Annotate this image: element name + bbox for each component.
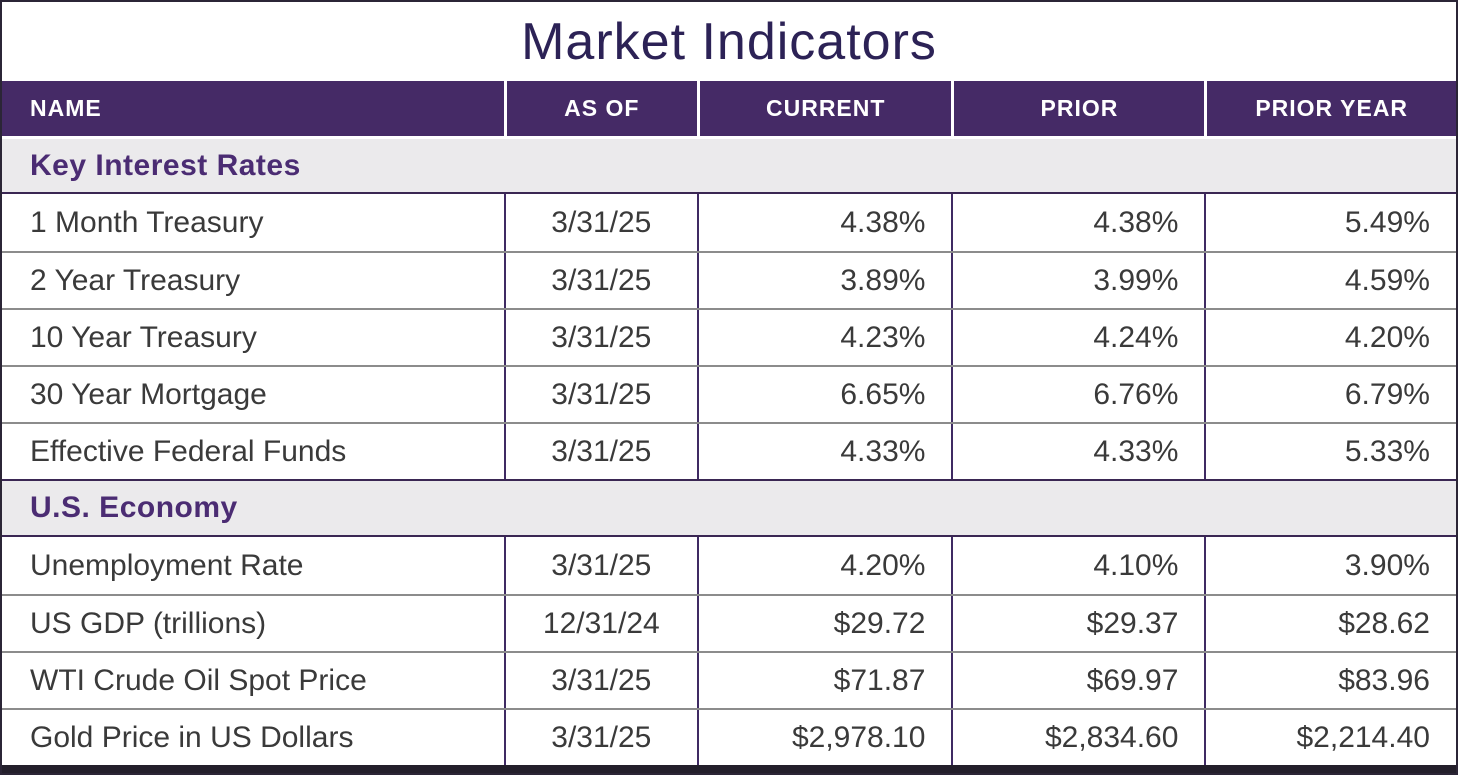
section-label: U.S. Economy xyxy=(30,491,238,524)
cell-prior: $2,834.60 xyxy=(951,710,1204,765)
cell-name: Gold Price in US Dollars xyxy=(30,720,354,754)
cell-prior: 4.33% xyxy=(951,424,1204,479)
table-row: US GDP (trillions) 12/31/24 $29.72 $29.3… xyxy=(2,594,1456,651)
cell-name: 30 Year Mortgage xyxy=(30,377,267,411)
cell-current: 4.23% xyxy=(697,310,951,365)
column-header-name: NAME xyxy=(30,95,102,121)
cell-prior-year: 3.90% xyxy=(1204,537,1456,594)
cell-as-of: 3/31/25 xyxy=(503,710,697,765)
cell-name: 1 Month Treasury xyxy=(30,205,264,239)
table-row: WTI Crude Oil Spot Price 3/31/25 $71.87 … xyxy=(2,651,1456,708)
cell-current: 4.38% xyxy=(697,194,951,251)
cell-prior: 3.99% xyxy=(951,253,1204,308)
table-row: Unemployment Rate 3/31/25 4.20% 4.10% 3.… xyxy=(2,537,1456,594)
title-band: Market Indicators xyxy=(2,2,1456,81)
cell-prior-year: $28.62 xyxy=(1204,596,1456,651)
page-title: Market Indicators xyxy=(521,12,937,71)
table-row: Effective Federal Funds 3/31/25 4.33% 4.… xyxy=(2,422,1456,479)
table-row: 30 Year Mortgage 3/31/25 6.65% 6.76% 6.7… xyxy=(2,365,1456,422)
cell-name: 10 Year Treasury xyxy=(30,320,257,354)
cell-prior-year: 5.33% xyxy=(1204,424,1456,479)
cell-prior-year: $83.96 xyxy=(1204,653,1456,708)
cell-current: $2,978.10 xyxy=(697,710,951,765)
cell-prior: $69.97 xyxy=(951,653,1204,708)
cell-prior-year: 6.79% xyxy=(1204,367,1456,422)
cell-name: 2 Year Treasury xyxy=(30,263,241,297)
cell-prior: 4.38% xyxy=(951,194,1204,251)
cell-prior-year: 4.59% xyxy=(1204,253,1456,308)
cell-prior-year: $2,214.40 xyxy=(1204,710,1456,765)
cell-current: $29.72 xyxy=(697,596,951,651)
cell-prior: 4.10% xyxy=(951,537,1204,594)
cell-as-of: 3/31/25 xyxy=(503,367,697,422)
cell-current: 4.33% xyxy=(697,424,951,479)
bottom-accent-bar xyxy=(2,765,1456,773)
cell-as-of: 3/31/25 xyxy=(503,194,697,251)
table-row: Gold Price in US Dollars 3/31/25 $2,978.… xyxy=(2,708,1456,765)
cell-prior-year: 4.20% xyxy=(1204,310,1456,365)
table-row: 10 Year Treasury 3/31/25 4.23% 4.24% 4.2… xyxy=(2,308,1456,365)
cell-as-of: 3/31/25 xyxy=(503,537,697,594)
column-header-prior: PRIOR xyxy=(951,81,1204,136)
section-header-key-interest-rates: Key Interest Rates xyxy=(2,136,1456,194)
table-row: 1 Month Treasury 3/31/25 4.38% 4.38% 5.4… xyxy=(2,194,1456,251)
cell-name: US GDP (trillions) xyxy=(30,606,267,640)
cell-prior: 6.76% xyxy=(951,367,1204,422)
cell-name: Unemployment Rate xyxy=(30,548,304,582)
cell-prior: 4.24% xyxy=(951,310,1204,365)
cell-name: Effective Federal Funds xyxy=(30,434,347,468)
section-header-us-economy: U.S. Economy xyxy=(2,479,1456,537)
cell-as-of: 3/31/25 xyxy=(503,253,697,308)
cell-current: $71.87 xyxy=(697,653,951,708)
cell-as-of: 3/31/25 xyxy=(503,424,697,479)
cell-current: 3.89% xyxy=(697,253,951,308)
cell-as-of: 3/31/25 xyxy=(503,653,697,708)
column-header-as-of: AS OF xyxy=(503,81,697,136)
cell-current: 4.20% xyxy=(697,537,951,594)
cell-as-of: 3/31/25 xyxy=(503,310,697,365)
cell-prior: $29.37 xyxy=(951,596,1204,651)
cell-current: 6.65% xyxy=(697,367,951,422)
column-header-prior-year: PRIOR YEAR xyxy=(1204,81,1456,136)
cell-name: WTI Crude Oil Spot Price xyxy=(30,663,367,697)
table-header-row: NAME AS OF CURRENT PRIOR PRIOR YEAR xyxy=(2,81,1456,136)
table-row: 2 Year Treasury 3/31/25 3.89% 3.99% 4.59… xyxy=(2,251,1456,308)
column-header-current: CURRENT xyxy=(697,81,951,136)
cell-prior-year: 5.49% xyxy=(1204,194,1456,251)
cell-as-of: 12/31/24 xyxy=(503,596,697,651)
section-label: Key Interest Rates xyxy=(30,148,301,182)
